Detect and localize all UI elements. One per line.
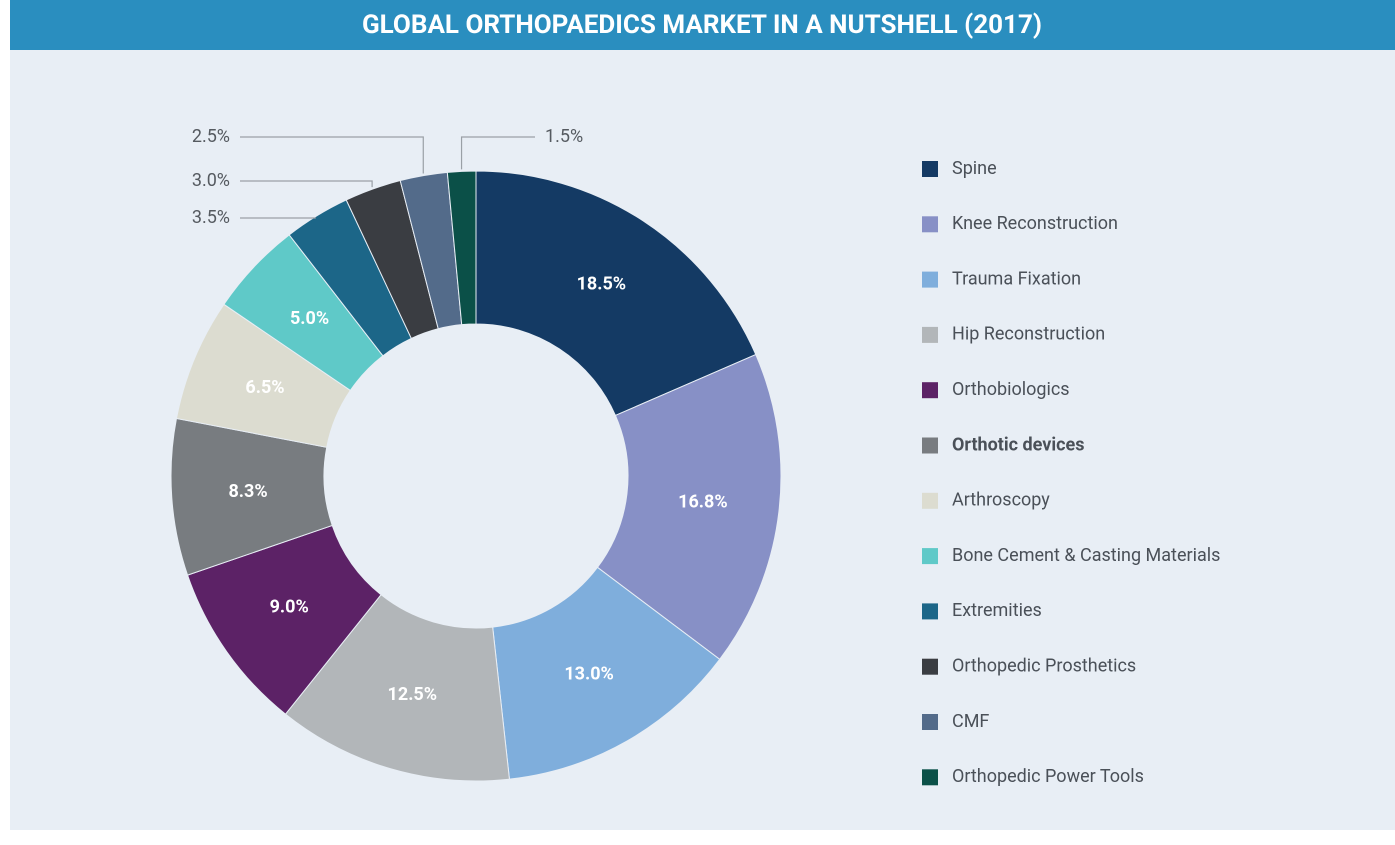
legend-label: Bone Cement & Casting Materials	[952, 545, 1220, 566]
donut-slice	[492, 566, 721, 780]
legend-swatch	[922, 769, 938, 786]
legend-label: CMF	[952, 711, 989, 732]
donut-slice	[284, 593, 510, 782]
data-label: 18.5%	[577, 274, 627, 295]
data-label: 6.5%	[245, 377, 284, 398]
data-label: 2.5%	[192, 126, 230, 147]
leader-line	[240, 180, 373, 188]
legend-label: Orthopedic Power Tools	[952, 766, 1144, 787]
legend-swatch	[922, 548, 938, 565]
legend-label: Hip Reconstruction	[952, 324, 1105, 345]
legend-swatch	[922, 437, 938, 454]
data-label: 3.5%	[192, 207, 230, 228]
leader-line	[240, 136, 424, 174]
legend-label: Orthopedic Prosthetics	[952, 655, 1136, 676]
legend-swatch	[922, 714, 938, 730]
data-label: 9.0%	[270, 596, 309, 617]
legend-label: Trauma Fixation	[952, 268, 1081, 289]
legend-swatch	[922, 216, 938, 233]
data-label: 1.5%	[545, 126, 583, 147]
legend-swatch	[922, 603, 938, 620]
data-label: 3.0%	[192, 170, 230, 191]
donut-slice	[596, 353, 782, 661]
data-label: 13.0%	[564, 663, 614, 684]
donut-slice	[446, 170, 477, 326]
leader-line	[460, 136, 535, 170]
legend-label: Orthotic devices	[952, 434, 1084, 455]
legend-label: Arthroscopy	[952, 490, 1050, 511]
legend-swatch	[922, 326, 938, 343]
legend-swatch	[922, 271, 938, 288]
data-label: 16.8%	[678, 492, 728, 513]
legend-label: Spine	[952, 158, 997, 179]
legend-swatch	[922, 492, 938, 509]
data-label: 12.5%	[388, 684, 438, 705]
legend-swatch	[922, 658, 938, 675]
legend-label: Extremities	[952, 600, 1042, 621]
legend-swatch	[922, 161, 938, 177]
data-label: 8.3%	[228, 481, 267, 502]
legend-swatch	[922, 382, 938, 399]
legend-label: Orthobiologics	[952, 379, 1070, 400]
chart-title: GLOBAL ORTHOPAEDICS MARKET IN A NUTSHELL…	[362, 10, 1042, 40]
title-bar	[10, 0, 1395, 50]
donut-slice	[475, 170, 757, 417]
legend-label: Knee Reconstruction	[952, 213, 1118, 234]
data-label: 5.0%	[290, 308, 329, 329]
